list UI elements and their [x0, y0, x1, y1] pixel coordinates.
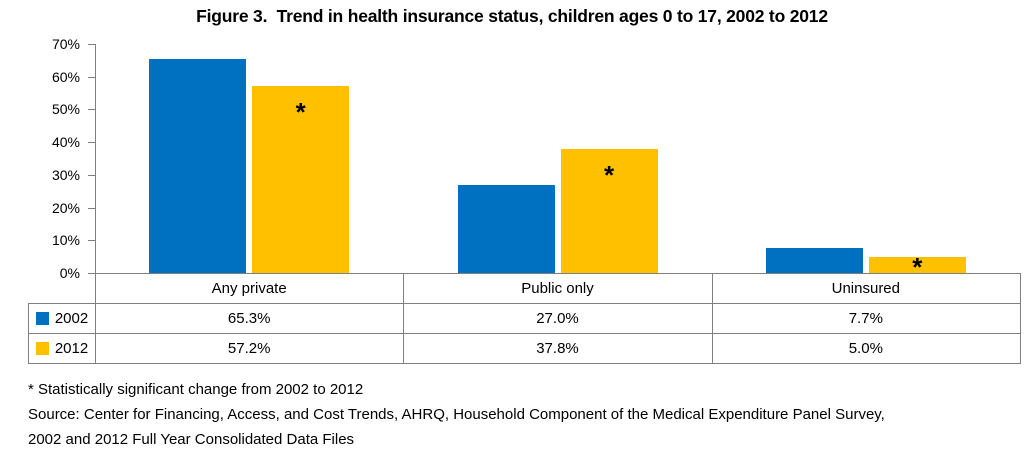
table-header-uninsured: Uninsured	[831, 279, 900, 297]
table-header-any-private: Any private	[211, 279, 287, 297]
y-axis-tick	[88, 142, 95, 144]
y-axis-tick-label: 70%	[51, 36, 80, 52]
source-footnote-line-1: Source: Center for Financing, Access, an…	[28, 406, 885, 423]
y-axis-tick-label: 40%	[51, 134, 80, 151]
y-axis-tick	[88, 240, 95, 242]
table-border-row	[28, 333, 1021, 334]
y-axis-tick-label: 60%	[51, 68, 80, 85]
y-axis-tick-label: 0%	[59, 265, 80, 281]
y-axis-tick	[88, 76, 95, 78]
y-axis-tick-label: 30%	[51, 166, 80, 183]
y-axis-line	[95, 44, 96, 364]
significance-footnote: * Statistically significant change from …	[28, 381, 364, 398]
table-border-col	[403, 273, 404, 364]
legend-swatch-2002	[35, 312, 49, 325]
y-axis-tick-label: 10%	[51, 232, 80, 249]
table-value-2002-any-private: 65.3%	[227, 309, 271, 327]
significance-asterisk: *	[295, 96, 306, 127]
footnotes: * Statistically significant change from …	[28, 377, 1008, 452]
legend-label-2002: 2002	[54, 309, 89, 327]
table-border-row	[28, 363, 1021, 364]
table-value-2002-uninsured: 7.7%	[848, 309, 883, 327]
table-value-2002-public-only: 27.0%	[536, 309, 579, 327]
y-axis-tick-label: 50%	[51, 101, 80, 118]
y-axis-tick	[88, 109, 95, 111]
table-border-legend-left	[28, 303, 29, 363]
figure-title: Figure 3. Trend in health insurance stat…	[196, 6, 828, 26]
table-border-top	[95, 273, 1021, 274]
legend-item-2012: 2012	[29, 334, 95, 363]
legend-swatch-2012	[35, 342, 49, 355]
significance-asterisk: *	[603, 160, 615, 191]
source-footnote-line-2: 2002 and 2012 Full Year Consolidated Dat…	[28, 431, 355, 448]
table-value-2012-any-private: 57.2%	[227, 339, 271, 357]
table-value-2012-public-only: 37.8%	[536, 339, 579, 357]
y-axis-tick	[88, 207, 95, 209]
table-value-2012-uninsured: 5.0%	[848, 339, 883, 357]
y-axis-tick	[88, 44, 95, 45]
bar-2002-public-only	[457, 184, 555, 273]
table-border-col	[712, 273, 713, 364]
bar-2012-public-only	[560, 149, 658, 273]
table-header-public-only: Public only	[521, 279, 594, 297]
legend-label-2012: 2012	[54, 339, 89, 357]
legend-item-2002: 2002	[29, 304, 95, 333]
table-border-row	[28, 303, 1021, 304]
y-axis-tick	[88, 174, 95, 176]
table-border-col	[1020, 273, 1021, 364]
bar-2002-uninsured	[765, 247, 863, 273]
bar-2002-any-private	[149, 59, 247, 273]
bar-2012-any-private	[252, 85, 350, 273]
significance-asterisk: *	[912, 251, 923, 282]
bar-2012-uninsured	[868, 256, 966, 273]
y-axis-tick-label: 20%	[51, 199, 80, 216]
y-axis-tick	[88, 273, 95, 274]
